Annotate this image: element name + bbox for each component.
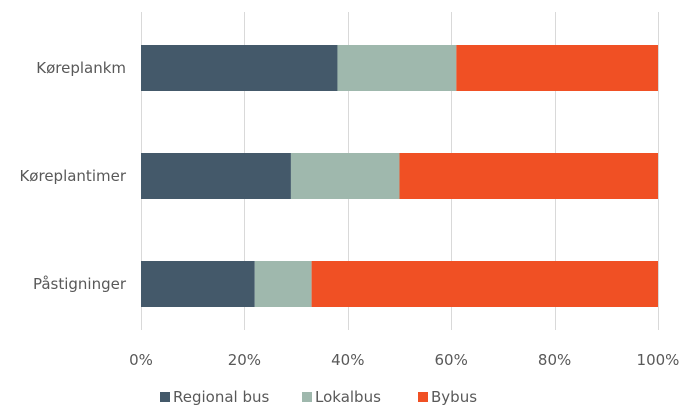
bar-segment: [337, 45, 457, 91]
bar-segment: [141, 153, 291, 199]
x-tick-label: 20%: [228, 351, 261, 369]
category-label: Køreplantimer: [19, 167, 126, 185]
bar-segment: [141, 261, 255, 307]
legend-label: Bybus: [431, 388, 477, 405]
legend-swatch: [418, 392, 428, 402]
bars: [141, 45, 658, 307]
bar-segment: [254, 261, 312, 307]
x-tick-label: 0%: [129, 351, 153, 369]
legend-item: Lokalbus: [302, 388, 381, 405]
x-tick-label: 60%: [435, 351, 468, 369]
x-axis-ticks: 0% 20% 40% 60% 80% 100%: [129, 351, 679, 369]
legend-label: Lokalbus: [315, 388, 381, 405]
legend: Regional bus Lokalbus Bybus: [160, 388, 477, 405]
bar-segment: [399, 153, 658, 199]
legend-item: Regional bus: [160, 388, 270, 405]
legend-swatch: [160, 392, 170, 402]
category-label: Køreplankm: [36, 59, 126, 77]
x-tick-label: 40%: [331, 351, 364, 369]
category-labels: Køreplankm Køreplantimer Påstigninger: [19, 59, 126, 293]
legend-label: Regional bus: [173, 388, 270, 405]
legend-swatch: [302, 392, 312, 402]
legend-item: Bybus: [418, 388, 477, 405]
x-tick-label: 100%: [637, 351, 680, 369]
bar-segment: [456, 45, 658, 91]
category-label: Påstigninger: [33, 275, 127, 293]
bar-segment: [290, 153, 400, 199]
bar-segment: [311, 261, 658, 307]
bar-segment: [141, 45, 338, 91]
x-tick-label: 80%: [538, 351, 571, 369]
